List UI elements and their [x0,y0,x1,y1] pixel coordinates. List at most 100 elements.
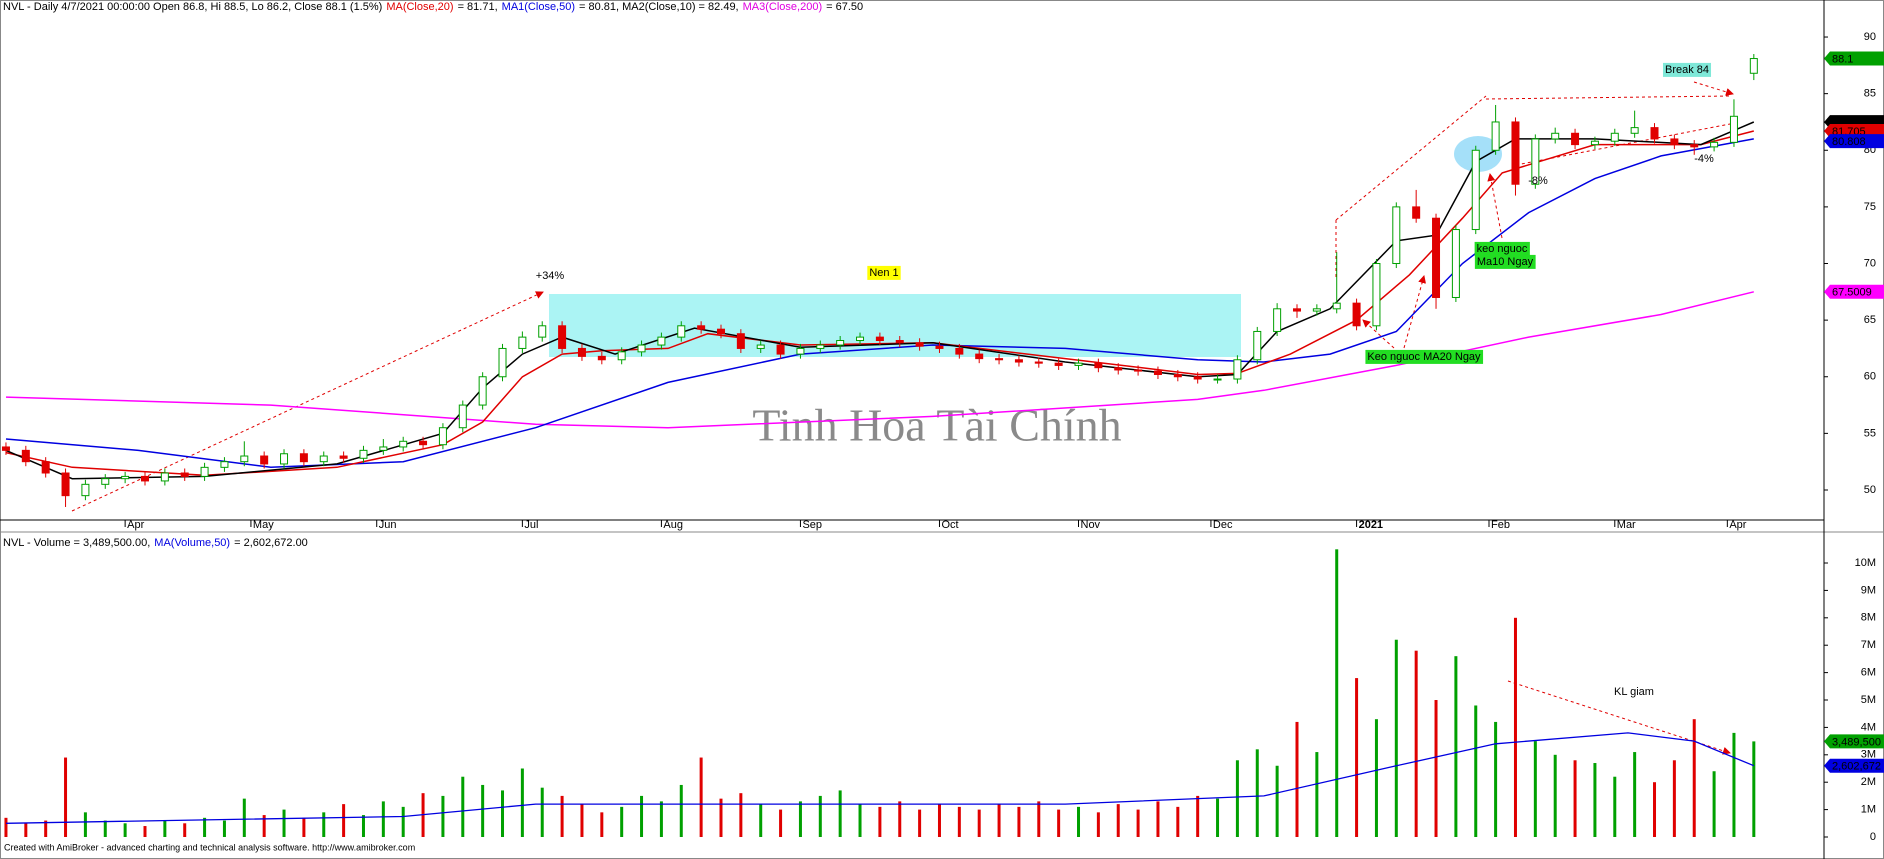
candle-body [1551,132,1560,140]
candle-body [478,376,487,406]
candle-body [1134,369,1143,372]
candle-body [1193,376,1202,380]
volume-bar [242,798,246,837]
candle-body [1412,206,1421,219]
volume-bar [1037,801,1041,837]
volume-bar [1692,719,1696,837]
candle-body [1352,302,1361,327]
candle-body [1292,308,1301,312]
volume-bar [898,801,902,837]
candle-body [1531,138,1540,185]
value-flag [1824,758,1884,773]
candle-body [677,325,686,338]
candle-body [101,478,110,485]
volume-bar [1096,812,1100,837]
candle-body [1670,138,1679,146]
header-part: = 81.71, [458,1,498,13]
x-tick-label: Oct [941,519,958,531]
header-part: MA3(Close,200) [743,1,822,13]
header-part: = 2,602,672.00 [234,537,308,549]
x-tick-label: Nov [1081,519,1101,531]
candle-body [915,342,924,347]
candle-body [1173,373,1182,378]
x-tick-label: Apr [1729,519,1746,531]
y-tick-label: 0 [1870,831,1876,843]
volume-bar [1116,804,1120,837]
volume-bar [1653,782,1657,837]
volume-bar [1394,639,1398,837]
candle-body [41,461,50,474]
volume-bar [1494,721,1498,837]
value-flag-label: 2,602,672 [1832,761,1881,773]
annotation-box [1474,241,1530,256]
volume-bar [1553,754,1557,837]
volume-bar [957,806,961,837]
volume-bar [441,795,445,837]
header: NVL - Daily 4/7/2021 00:00:00 Open 86.8,… [3,1,863,13]
candle-body [81,483,90,497]
candle-body [21,449,30,463]
volume-bar [183,823,187,837]
candle-body [379,446,388,451]
volume-bar [203,817,207,837]
volume-bar [1136,809,1140,837]
value-flag [1824,134,1884,149]
candle-body [1273,308,1282,332]
volume-bar [1374,719,1378,837]
value-flag-label: 67.5009 [1832,287,1872,299]
value-flag-label: 80.808 [1832,136,1866,148]
volume-bar [64,757,68,837]
volume-bar [699,757,703,837]
annotation: keo nguoc [1477,243,1528,255]
x-tick-label: Sep [802,519,822,531]
volume-bar [1355,678,1359,837]
header-part: = 67.50 [826,1,863,13]
volume-bar [1513,617,1517,837]
zone [549,294,1241,357]
candle-body [816,344,825,349]
volume-bar [103,820,107,837]
volume-bar [1454,656,1458,837]
x-tick-label: Mar [1617,519,1636,531]
candle-body [359,449,368,459]
candle-body [736,333,745,349]
volume-bar [83,812,87,837]
candle-body [1690,144,1699,148]
candle-body [1014,359,1023,363]
header: NVL - Volume = 3,489,500.00, MA(Volume,50… [3,537,308,549]
candle-body [240,455,249,463]
candle-body [458,404,467,429]
volume-bar [640,795,644,837]
volume-bar [1633,752,1637,837]
candle-body [597,355,606,361]
volume-bar [342,804,346,837]
volume-bar [600,812,604,837]
volume-bar [381,801,385,837]
y-tick-label: 6M [1861,667,1876,679]
candle-body [796,347,805,355]
volume-bar [1156,801,1160,837]
candle-body [1054,362,1063,366]
candle-body [538,325,547,338]
ma-line [5,121,1755,480]
footer: Created with AmiBroker - advanced charti… [4,842,415,852]
ma-line [5,291,1754,429]
volume-bar [977,809,981,837]
volume-bar [1732,732,1736,837]
candle-body [1571,132,1580,146]
y-tick-label: 4M [1861,721,1876,733]
candle-body [1332,302,1341,310]
candle-body [875,336,884,342]
volume-bar [858,804,862,837]
candle-body [180,472,189,477]
volume-bar [1533,741,1537,837]
volume-bar [302,817,306,837]
volume-bar [1434,700,1438,837]
volume-bar [282,809,286,837]
volume-bar [1335,549,1339,837]
annotation: Nen 1 [869,267,898,279]
volume-bar [659,801,663,837]
volume-bar [560,795,564,837]
